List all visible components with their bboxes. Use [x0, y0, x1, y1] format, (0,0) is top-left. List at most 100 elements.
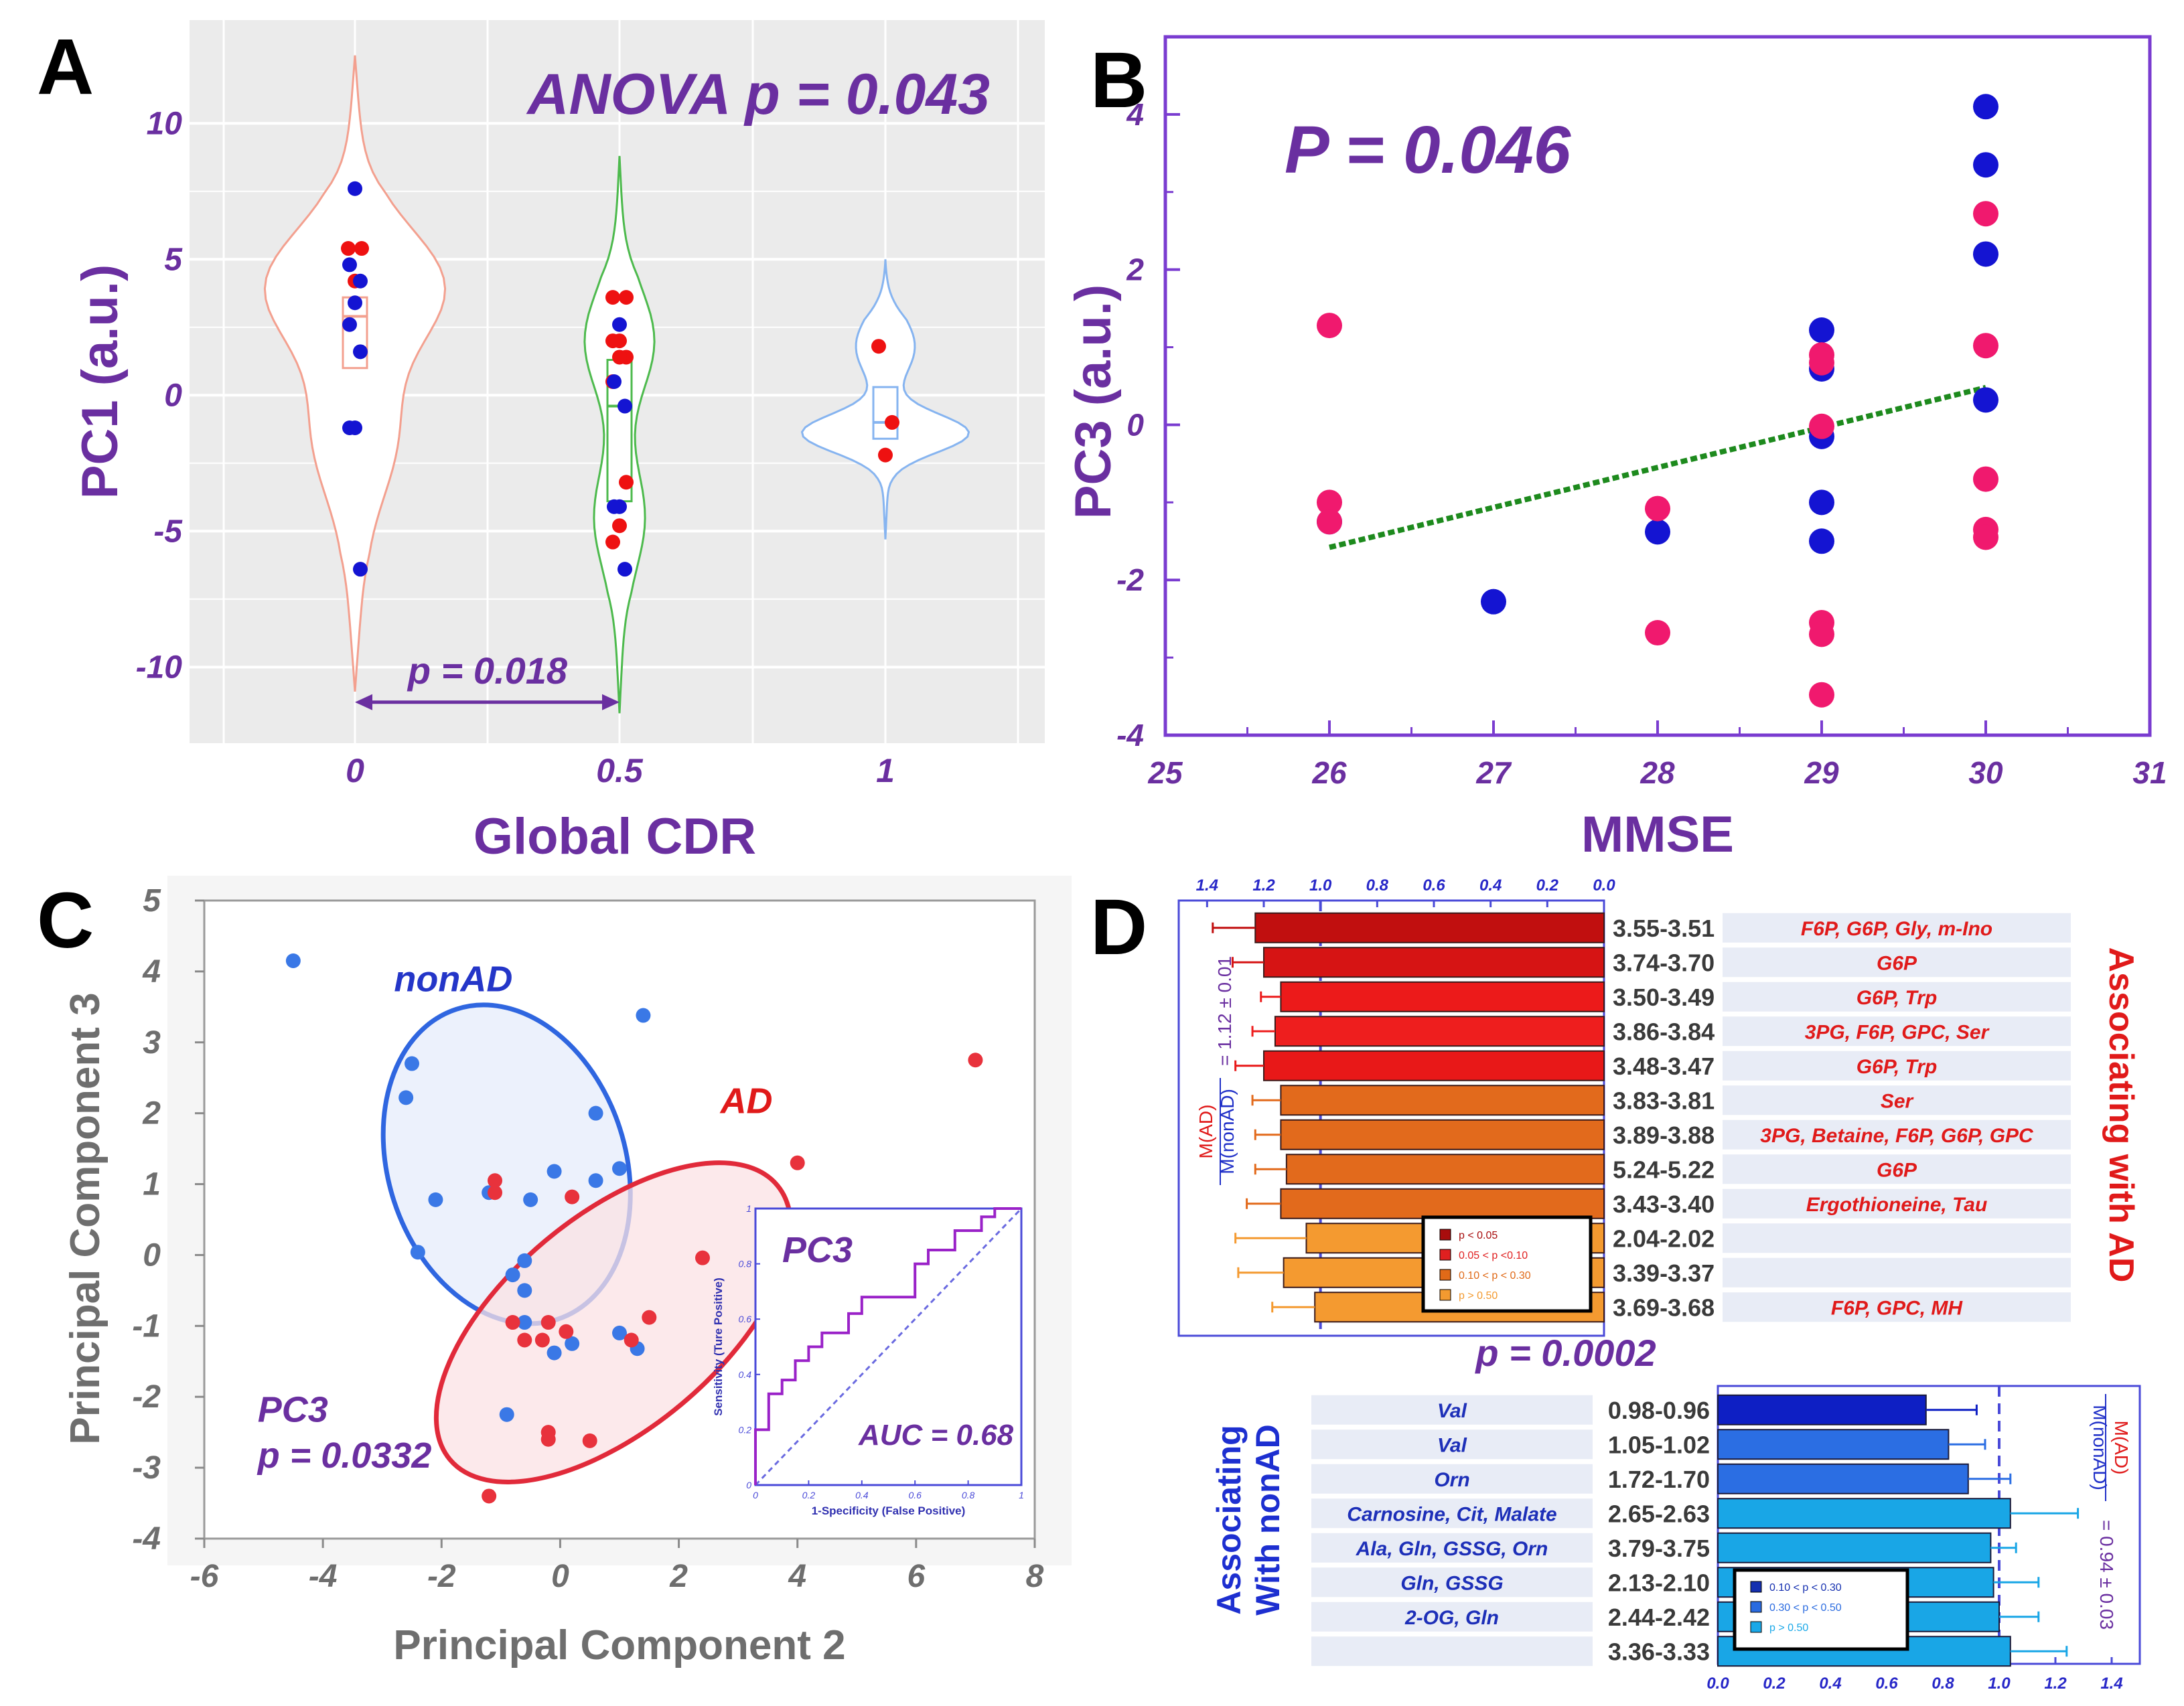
point-nonad [517, 1315, 532, 1330]
x-tick-label: 0 [551, 1559, 569, 1594]
panel-b-p-value-title: P = 0.046 [1285, 112, 1572, 187]
bottom-metabolite-label: 2-OG, Gln [1404, 1607, 1499, 1629]
point-ad [790, 1155, 805, 1170]
top-ppm-range: 3.48-3.47 [1613, 1053, 1715, 1080]
panel-c-ticks: -6 -4 -2 0 2 4 6 8 5 4 3 2 1 0 -1 -2 -3 -4 [132, 883, 1043, 1594]
panel-c-annotations: nonAD AD PC3 p = 0.0332 [257, 959, 773, 1476]
top-label-cell [1723, 1257, 2071, 1288]
bottom-legend-swatch [1750, 1601, 1762, 1613]
point-ad [642, 1310, 657, 1325]
point-blue [617, 562, 632, 577]
panel-b-ticks: 25 26 27 28 29 30 31 4 2 0 -2 -4 [1116, 35, 2167, 790]
top-label-cell [1723, 1085, 2071, 1115]
point-nonad [410, 1245, 425, 1260]
panel-a-significance-bracket: p = 0.018 [355, 649, 620, 710]
roc-inset-title: PC3 [782, 1230, 853, 1270]
panel-a-label: A [37, 23, 94, 111]
bottom-bar [1717, 1463, 1969, 1494]
point-nonad [612, 1325, 627, 1340]
top-metabolite-label: F6P, G6P, Gly, m-Ino [1801, 918, 1992, 940]
point-ad [1973, 201, 1998, 227]
point-blue [348, 181, 362, 196]
roc-curve [754, 1207, 1021, 1485]
inset-y-tick-label: 0.6 [739, 1314, 752, 1324]
roc-inset-y-axis-label: Sensitivity (Ture Positive) [712, 1277, 725, 1416]
bottom-axis-tick-label: 1.2 [2044, 1675, 2067, 1693]
y-tick-label: 5 [164, 242, 183, 277]
top-metabolite-label: G6P, Trp [1857, 1056, 1938, 1078]
y-tick-label: 0 [143, 1237, 161, 1273]
panel-d: D p = 0.0002 1.4 1.2 1.0 0.8 0.6 0.4 0.2 0.0 3.… [1090, 876, 2141, 1693]
ratio-numerator: M(AD) [2111, 1421, 2132, 1475]
bottom-ppm-range: 2.44-2.42 [1608, 1604, 1710, 1631]
y-tick-label: 0 [164, 378, 182, 413]
roc-inset-x-axis-label: 1-Specificity (False Positive) [812, 1504, 966, 1517]
top-label-cell [1723, 947, 2071, 978]
top-legend-label: 0.05 < p <0.10 [1459, 1250, 1528, 1261]
point-nonad [636, 1008, 651, 1023]
top-ppm-range: 3.89-3.88 [1613, 1121, 1715, 1149]
inset-x-tick-label: 0.2 [802, 1490, 816, 1500]
point-red [612, 350, 627, 365]
point-ad [1317, 509, 1342, 535]
top-ppm-range: 3.83-3.81 [1613, 1087, 1715, 1114]
bottom-ppm-range: 0.98-0.96 [1608, 1397, 1710, 1424]
y-tick-label: 1 [143, 1167, 161, 1203]
top-metabolite-label: 3PG, Betaine, F6P, G6P, GPC [1760, 1125, 2034, 1147]
top-ppm-range: 3.39-3.37 [1613, 1259, 1715, 1287]
point-nonad [612, 1161, 627, 1176]
top-ppm-range: 3.74-3.70 [1613, 949, 1715, 976]
y-tick-label: -5 [153, 514, 183, 549]
top-axis-tick-label: 0.8 [1366, 876, 1389, 895]
point-nonad [1481, 589, 1506, 615]
bottom-axis-tick-label: 0.4 [1819, 1675, 1841, 1693]
inset-y-tick-label: 0.2 [739, 1424, 752, 1435]
point-red [605, 534, 620, 550]
x-tick-label: 25 [1147, 755, 1183, 790]
panel-c-roc-inset: 00 0.2 0.2 0.4 0.4 0.6 0.6 0.8 0.8 1 1 PC3 AUC = 0… [712, 1203, 1024, 1517]
top-legend-swatch [1439, 1229, 1451, 1241]
top-bar [1274, 1016, 1605, 1047]
panel-a-points [341, 181, 899, 577]
point-red [612, 518, 627, 534]
point-nonad [499, 1407, 514, 1422]
point-ad [505, 1315, 520, 1330]
point-nonad [285, 953, 301, 969]
top-label-cell [1723, 913, 2071, 943]
roc-chance-diagonal [754, 1207, 1023, 1486]
inset-y-tick-label: 0 [746, 1480, 751, 1490]
top-bar [1263, 947, 1605, 978]
x-tick-label: 26 [1311, 755, 1347, 790]
y-tick-label: 10 [147, 106, 183, 141]
panel-a-x-axis-label: Global CDR [474, 808, 756, 865]
top-ppm-range: 3.55-3.51 [1613, 915, 1715, 942]
point-ad [1645, 620, 1670, 646]
point-nonad [588, 1173, 603, 1188]
point-red [619, 475, 634, 490]
x-tick-label: 27 [1475, 755, 1512, 790]
panel-b-points [1317, 94, 1998, 708]
x-tick-label: 1 [876, 752, 895, 789]
bottom-axis-tick-label: 1.0 [1988, 1675, 2011, 1693]
top-ppm-range: 3.86-3.84 [1613, 1018, 1715, 1045]
top-axis-tick-label: 0.4 [1479, 876, 1502, 895]
point-blue [607, 374, 622, 389]
bottom-axis-tick-label: 0.2 [1763, 1675, 1786, 1693]
ratio-value: = 1.12 ± 0.01 [1214, 956, 1235, 1066]
point-blue [348, 295, 362, 311]
point-red [605, 333, 620, 349]
y-tick-label: 5 [143, 883, 161, 919]
point-red [354, 241, 369, 256]
bottom-bar [1717, 1532, 1992, 1563]
bottom-ppm-range: 2.65-2.63 [1608, 1500, 1710, 1527]
y-tick-label: -10 [136, 649, 183, 685]
point-nonad [547, 1164, 562, 1179]
x-tick-label: 30 [1968, 755, 2003, 790]
point-ad [1645, 495, 1670, 522]
bottom-chart-bars: 0.98-0.96 Val 1.05-1.02 Val 1.72-1.70 Orn 2.65… [1311, 1394, 2080, 1667]
y-tick-label: -3 [132, 1450, 161, 1486]
inset-x-tick-label: 0 [753, 1490, 758, 1500]
bottom-legend-swatch [1750, 1581, 1762, 1593]
point-ad [559, 1324, 574, 1339]
